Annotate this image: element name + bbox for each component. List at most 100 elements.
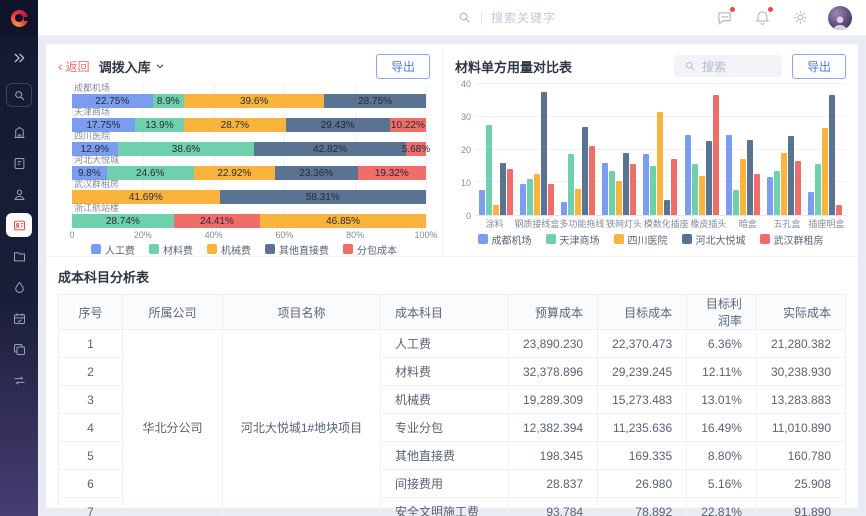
x-tick-label: 60% (275, 230, 294, 240)
sidebar-item-copies[interactable] (6, 337, 32, 361)
bar (746, 139, 753, 215)
chart-title-dropdown[interactable]: 调拨入库 (99, 57, 165, 76)
legend-swatch (681, 234, 692, 244)
bar (499, 162, 506, 215)
sidebar-item-users[interactable] (6, 182, 32, 206)
actual-cell: 11,010.890 (755, 413, 847, 442)
global-search-placeholder: 搜索关键字 (490, 11, 556, 25)
global-search[interactable]: 搜索关键字 (457, 9, 556, 26)
avatar[interactable] (828, 5, 852, 30)
chart-row: 河北大悦城 9.8% 24.6% 22.92% 23.36% 19.32% (72, 156, 426, 180)
bar-segment: 22.75% (72, 94, 153, 108)
target-cell: 26.980 (597, 469, 688, 498)
legend-swatch (207, 244, 217, 254)
budget-cell: 198.345 (507, 441, 599, 470)
legend-label: 机械费 (221, 245, 251, 257)
bar (774, 170, 781, 215)
y-axis: 0 10 20 30 40 (455, 79, 475, 221)
bar (815, 164, 822, 215)
bar (616, 180, 623, 215)
bar (575, 188, 582, 215)
messages-icon[interactable] (714, 6, 735, 28)
logo-icon (10, 9, 29, 27)
bar (829, 95, 836, 215)
target-cell: 169.335 (597, 441, 688, 470)
x-tick-label: 五孔盒 (773, 218, 801, 229)
grouped-chart-title: 材料单方用量对比表 (455, 59, 573, 75)
badge-icon (13, 220, 25, 230)
x-tick-label: 0 (69, 230, 75, 240)
bar-segment: 24.6% (106, 166, 194, 180)
table-row[interactable]: 1 华北分公司 河北大悦城1#地块项目 人工费 23,890.230 22,370.473… (58, 329, 847, 516)
chevron-left-icon: ‹ (58, 58, 63, 74)
bar-segment: 17.75% (72, 118, 135, 132)
export-button[interactable]: 导出 (791, 53, 846, 79)
sidebar-item-transfer[interactable] (6, 368, 32, 392)
legend-label: 分包成本 (357, 245, 397, 257)
bar-group (475, 84, 516, 215)
gridline (355, 84, 357, 228)
back-label: 返回 (65, 59, 90, 74)
x-tick-label: 插座明盒 (808, 218, 845, 229)
legend-item[interactable]: 四川医院 (613, 232, 668, 247)
sidebar-item-company[interactable] (6, 120, 32, 144)
sidebar-expand-button[interactable] (6, 46, 32, 70)
document-icon (14, 157, 24, 169)
table-title: 成本科目分析表 (58, 270, 150, 285)
sidebar-item-resources[interactable] (6, 275, 32, 299)
bar (582, 126, 589, 215)
bar-segment: 9.8% (72, 166, 107, 180)
back-button[interactable]: ‹ 返回 (58, 58, 90, 75)
grouped-plot-wrap: 0 10 20 30 40 (455, 79, 846, 221)
app-logo[interactable] (0, 0, 38, 36)
category-label: 河北大悦城 (74, 155, 120, 165)
legend-item[interactable]: 武汉群租房 (759, 232, 824, 247)
sidebar-item-search[interactable] (6, 83, 32, 107)
subject-cell: 其他直接费 (380, 441, 509, 470)
bar (561, 201, 568, 215)
bar-segment: 41.69% (72, 190, 220, 204)
legend-item[interactable]: 河北大悦城 (681, 232, 746, 247)
legend-item[interactable]: 其他直接费 (265, 242, 329, 257)
notifications-icon[interactable] (752, 6, 773, 28)
legend-item[interactable]: 天津商场 (545, 232, 600, 247)
chart-row: 四川医院 12.9% 38.6% 42.82% 5.68% (72, 131, 430, 156)
bar (767, 177, 774, 215)
sidebar-item-documents[interactable] (6, 151, 32, 175)
settings-icon[interactable] (790, 8, 810, 28)
budget-cell: 28.837 (507, 469, 599, 498)
bar-group (805, 84, 846, 215)
table-row[interactable]: 6 间接费用 28.837 26.980 5.16% 25.908 (58, 469, 847, 498)
legend-item[interactable]: 机械费 (207, 242, 251, 257)
cost-analysis-table: 序号 所属公司 项目名称 成本科目 预算成本 目标成本 目标利润率 实际成本 1 华北分公司 河北大… (58, 294, 847, 516)
legend-item[interactable]: 分包成本 (343, 242, 397, 257)
legend-label: 人工费 (105, 245, 135, 257)
legend-swatch (613, 234, 624, 244)
bar (822, 128, 829, 215)
sidebar-item-files[interactable] (6, 244, 32, 268)
table-row[interactable]: 2 材料费 32,378.896 29,239.245 12.11% 30,238.930 (58, 357, 847, 386)
chart-search-input[interactable]: 搜索 (673, 55, 782, 77)
bar (533, 174, 540, 215)
bar (691, 164, 698, 215)
table-row[interactable]: 3 机械费 19,289.309 15,273.483 13.01% 13,283.883 (58, 385, 847, 414)
bar-segment: 13.9% (134, 118, 185, 132)
x-tick-label: 80% (346, 230, 365, 240)
legend-item[interactable]: 材料费 (149, 242, 193, 257)
legend-item[interactable]: 成都机场 (477, 232, 532, 247)
stacked-bar-chart: 成都机场 22.75% 8.9% 39.6% 28.75% 天津商场 17.75% 13.9%… (58, 84, 437, 258)
column-header: 目标利润率 (686, 294, 757, 330)
stacked-bar: 22.75% 8.9% 39.6% 28.75% (72, 94, 426, 108)
actual-cell: 160.780 (755, 441, 847, 470)
drop-icon (14, 281, 24, 293)
table-row[interactable]: 4 专业分包 12,382.394 11,235.636 16.49% 11,010.89… (58, 413, 847, 442)
legend-item[interactable]: 人工费 (91, 242, 135, 257)
y-tick-label: 30 (460, 112, 471, 122)
sidebar-item-schedule[interactable] (6, 306, 32, 330)
category-label: 四川医院 (74, 131, 111, 141)
export-button[interactable]: 导出 (375, 53, 430, 79)
table-row[interactable]: 7 安全文明施工费 93.784 78.892 22.81% 91.890 (58, 497, 847, 516)
actual-cell: 30,238.930 (755, 357, 847, 386)
sidebar-item-materials-active[interactable] (6, 213, 32, 237)
legend-swatch (545, 234, 556, 244)
